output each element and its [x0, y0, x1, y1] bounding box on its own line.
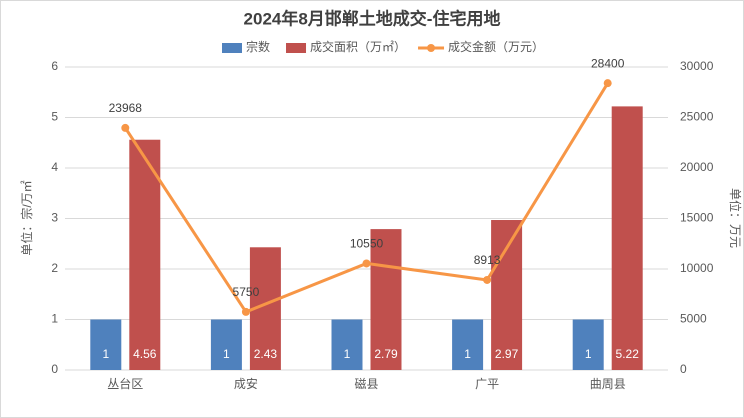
legend-marker: [427, 44, 436, 52]
y2-tick-label: 20000: [680, 160, 714, 174]
y-tick-label: 6: [51, 59, 58, 73]
chart-title: 2024年8月邯郸土地成交-住宅用地: [244, 8, 501, 28]
y-tick-label: 3: [51, 211, 58, 225]
line-point: [241, 307, 250, 316]
y2-tick-label: 5000: [680, 312, 707, 326]
y-tick-label: 1: [51, 312, 58, 326]
y2-tick-label: 10000: [680, 261, 714, 275]
x-tick-label: 磁县: [354, 376, 378, 391]
y2-tick-label: 15000: [680, 211, 714, 225]
line-point: [603, 79, 612, 88]
bar-value-label: 1: [102, 347, 109, 361]
bar-value-label: 2.43: [254, 347, 278, 361]
bar: [129, 139, 161, 370]
bar: [370, 229, 402, 370]
bar: [90, 319, 122, 370]
line-value-label: 5750: [233, 285, 260, 299]
y-tick-label: 0: [51, 362, 58, 376]
legend-swatch: [222, 43, 242, 53]
y-axis-label: 单位：宗/万㎡: [19, 180, 34, 255]
line-point: [483, 275, 492, 284]
bar: [210, 319, 242, 370]
bar-value-label: 1: [464, 347, 471, 361]
y2-tick-label: 25000: [680, 110, 714, 124]
bar-value-label: 1: [344, 347, 351, 361]
bar-value-label: 1: [585, 347, 592, 361]
x-tick-label: 曲周县: [590, 377, 626, 391]
bar: [452, 319, 484, 370]
y-tick-label: 2: [51, 261, 58, 275]
bar: [331, 319, 363, 370]
bar: [611, 106, 643, 370]
legend-label: 成交面积（万㎡）: [310, 39, 406, 54]
bar-value-label: 1: [223, 347, 230, 361]
y-tick-label: 5: [51, 110, 58, 124]
x-tick-label: 广平: [475, 377, 499, 391]
line-point: [362, 259, 371, 268]
line-value-label: 10550: [350, 237, 384, 251]
bar-value-label: 5.22: [616, 347, 640, 361]
legend-label: 宗数: [246, 39, 270, 54]
line-value-label: 28400: [591, 56, 625, 70]
bar-value-label: 4.56: [133, 347, 157, 361]
y2-axis-label: 单位：万元: [728, 188, 743, 248]
bar: [491, 220, 523, 370]
y-tick-label: 4: [51, 160, 58, 174]
bar-value-label: 2.79: [374, 347, 398, 361]
bar: [572, 319, 604, 370]
line-value-label: 8913: [474, 253, 501, 267]
bar-value-label: 2.97: [495, 347, 519, 361]
legend-swatch: [286, 43, 307, 53]
line-point: [121, 123, 130, 132]
y2-tick-label: 30000: [680, 59, 714, 73]
x-tick-label: 成安: [234, 376, 258, 391]
x-tick-label: 丛台区: [107, 376, 143, 391]
y2-tick-label: 0: [680, 362, 687, 376]
legend-label: 成交金额（万元）: [448, 39, 544, 54]
line-value-label: 23968: [109, 101, 143, 115]
